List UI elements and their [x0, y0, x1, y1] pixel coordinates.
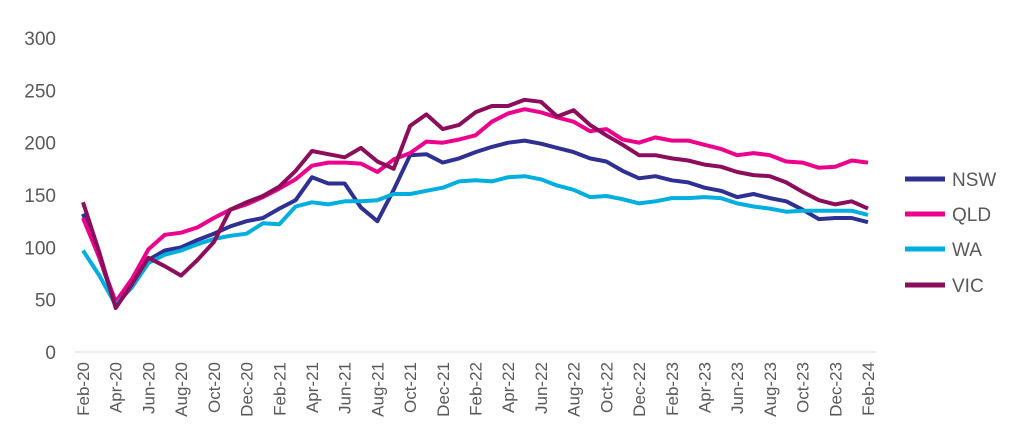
x-tick-label: Aug-23: [761, 362, 780, 417]
legend-item-qld: QLD: [905, 205, 991, 226]
series-lines: [81, 97, 869, 310]
x-tick-label: Dec-23: [826, 362, 845, 417]
x-tick-label: Feb-20: [74, 362, 93, 416]
x-tick-label: Aug-20: [172, 362, 191, 417]
x-tick-label: Aug-21: [368, 362, 387, 417]
x-tick-label: Jun-20: [139, 362, 158, 414]
x-tick-label: Dec-21: [434, 362, 453, 417]
legend: NSW QLD WA VIC: [905, 170, 996, 297]
y-tick-label: 300: [24, 29, 56, 50]
y-tick-label: 50: [35, 291, 56, 312]
x-tick-label: Oct-21: [401, 362, 420, 413]
series-line-qld: [81, 107, 869, 304]
legend-label: VIC: [952, 276, 984, 297]
x-tick-label: Feb-22: [467, 362, 486, 416]
x-axis: Feb-20 Apr-20 Jun-20 Aug-20 Oct-20 Dec-20 Feb-…: [74, 362, 878, 417]
x-tick-label: Oct-20: [205, 362, 224, 413]
x-tick-label: Dec-22: [630, 362, 649, 417]
y-tick-label: 200: [24, 134, 56, 155]
x-tick-label: Apr-21: [303, 362, 322, 413]
x-tick-label: Jun-23: [728, 362, 747, 414]
x-tick-label: Jun-22: [532, 362, 551, 414]
y-tick-label: 150: [24, 186, 56, 207]
x-tick-label: Aug-22: [565, 362, 584, 417]
legend-label: QLD: [952, 205, 991, 226]
legend-item-nsw: NSW: [905, 170, 996, 191]
legend-item-wa: WA: [905, 240, 982, 261]
y-axis: 0 50 100 150 200 250 300: [24, 29, 56, 364]
x-tick-label: Apr-22: [499, 362, 518, 413]
x-tick-label: Apr-23: [695, 362, 714, 413]
x-tick-label: Feb-23: [663, 362, 682, 416]
x-tick-label: Apr-20: [107, 362, 126, 413]
legend-item-vic: VIC: [905, 276, 984, 297]
x-tick-label: Oct-22: [597, 362, 616, 413]
x-tick-label: Oct-23: [794, 362, 813, 413]
y-tick-label: 100: [24, 238, 56, 259]
x-tick-label: Feb-24: [859, 362, 878, 416]
x-tick-label: Jun-21: [336, 362, 355, 414]
legend-label: NSW: [952, 170, 996, 191]
x-tick-label: Dec-20: [238, 362, 257, 417]
legend-label: WA: [952, 240, 982, 261]
series-line-vic: [81, 97, 869, 310]
y-tick-label: 0: [45, 343, 56, 364]
x-tick-label: Feb-21: [270, 362, 289, 416]
y-tick-label: 250: [24, 81, 56, 102]
series-line-nsw: [81, 138, 869, 307]
